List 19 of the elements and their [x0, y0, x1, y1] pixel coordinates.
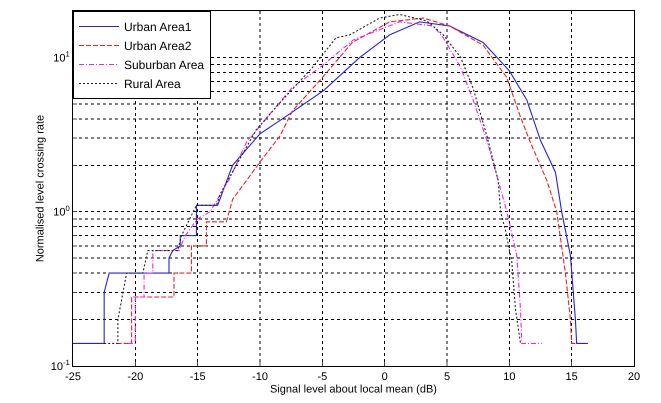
x-tick-label: -15	[190, 371, 206, 384]
x-tick-label: 20	[628, 371, 640, 384]
y-tick-label: 10$^{-1}$	[50, 358, 70, 373]
legend-label: Urban Area2	[124, 39, 192, 54]
x-tick-label: 5	[444, 371, 450, 384]
x-tick-label: -10	[252, 371, 268, 384]
x-tick-label: -25	[65, 371, 81, 384]
x-tick-label: 10	[503, 371, 516, 384]
x-tick-label: -20	[127, 371, 144, 384]
x-tick-label: 15	[566, 371, 578, 384]
legend-label: Rural Area	[124, 77, 182, 92]
x-tick-label: 0	[382, 371, 388, 384]
legend-label: Urban Area1	[124, 20, 192, 34]
x-axis-title: Signal level about local mean (dB)	[270, 383, 437, 396]
y-axis-title: Normalised level crossing rate	[34, 114, 46, 262]
y-tick-label: 10$^{1}$	[53, 50, 70, 64]
legend-label: Suburban Area	[124, 58, 204, 72]
x-tick-label: -5	[317, 371, 328, 384]
y-tick-label: 10$^{0}$	[53, 204, 70, 219]
